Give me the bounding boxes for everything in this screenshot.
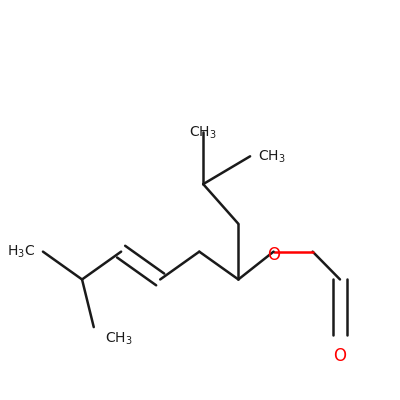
Text: CH$_3$: CH$_3$: [106, 330, 133, 347]
Text: CH$_3$: CH$_3$: [258, 148, 286, 164]
Text: O: O: [267, 246, 280, 264]
Text: H$_3$C: H$_3$C: [7, 244, 35, 260]
Text: CH$_3$: CH$_3$: [189, 124, 217, 141]
Text: O: O: [334, 347, 346, 365]
